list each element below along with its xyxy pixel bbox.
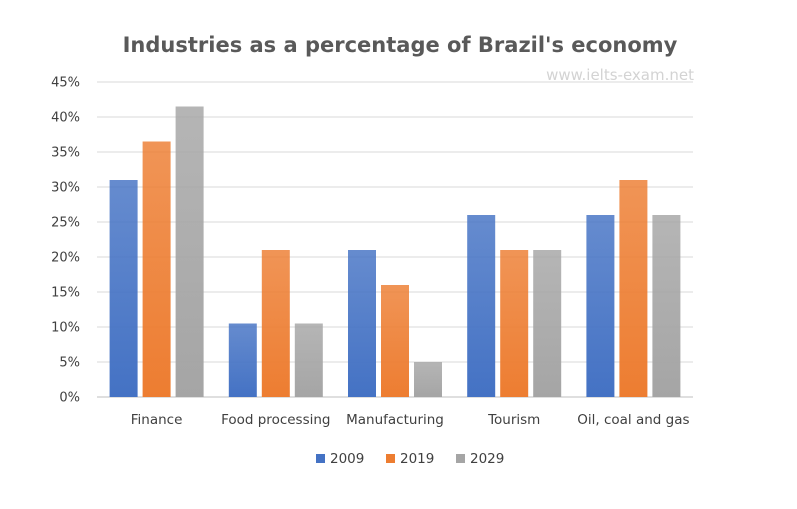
bar-2009-oil-coal-and-gas xyxy=(586,215,615,397)
legend-swatch-2029 xyxy=(456,454,465,463)
x-category-label: Finance xyxy=(131,412,183,428)
bar-2029-tourism xyxy=(533,250,562,397)
y-tick-label: 40% xyxy=(51,111,80,126)
legend-label-2009: 2009 xyxy=(330,451,364,467)
bar-2019-tourism xyxy=(500,250,529,397)
bar-2029-oil-coal-and-gas xyxy=(652,215,681,397)
legend: 2009 2019 2029 xyxy=(316,451,504,467)
y-tick-label: 35% xyxy=(51,146,80,161)
y-tick-label: 5% xyxy=(59,356,80,371)
y-tick-label: 15% xyxy=(51,286,80,301)
bar-2009-tourism xyxy=(467,215,496,397)
y-tick-label: 25% xyxy=(51,216,80,231)
bar-2019-finance xyxy=(142,141,171,397)
bar-2009-food-processing xyxy=(228,323,257,397)
x-axis-categories: Finance Food processing Manufacturing Touri… xyxy=(131,412,690,428)
y-tick-label: 30% xyxy=(51,181,80,196)
x-category-label: Tourism xyxy=(487,412,540,428)
watermark: www.ielts-exam.net xyxy=(546,66,694,84)
chart-title: Industries as a percentage of Brazil's e… xyxy=(123,33,678,57)
bar-2029-finance xyxy=(175,106,204,397)
y-axis-ticks: 0% 5% 10% 15% 20% 25% 30% 35% 40% 45% xyxy=(51,76,80,406)
bar-2009-finance xyxy=(109,180,138,397)
y-tick-label: 0% xyxy=(59,391,80,406)
legend-swatch-2009 xyxy=(316,454,325,463)
x-category-label: Oil, coal and gas xyxy=(577,412,689,428)
bar-2019-oil-coal-and-gas xyxy=(619,180,648,397)
bars xyxy=(109,106,681,397)
bar-2019-food-processing xyxy=(261,250,290,397)
x-category-label: Food processing xyxy=(221,412,330,428)
legend-swatch-2019 xyxy=(386,454,395,463)
y-tick-label: 10% xyxy=(51,321,80,336)
legend-label-2019: 2019 xyxy=(400,451,434,467)
y-tick-label: 20% xyxy=(51,251,80,266)
x-category-label: Manufacturing xyxy=(346,412,444,428)
bar-2029-food-processing xyxy=(294,323,323,397)
bar-2029-manufacturing xyxy=(414,362,442,397)
legend-label-2029: 2029 xyxy=(470,451,504,467)
bar-2009-manufacturing xyxy=(348,250,376,397)
bar-2019-manufacturing xyxy=(381,285,409,397)
y-tick-label: 45% xyxy=(51,76,80,91)
